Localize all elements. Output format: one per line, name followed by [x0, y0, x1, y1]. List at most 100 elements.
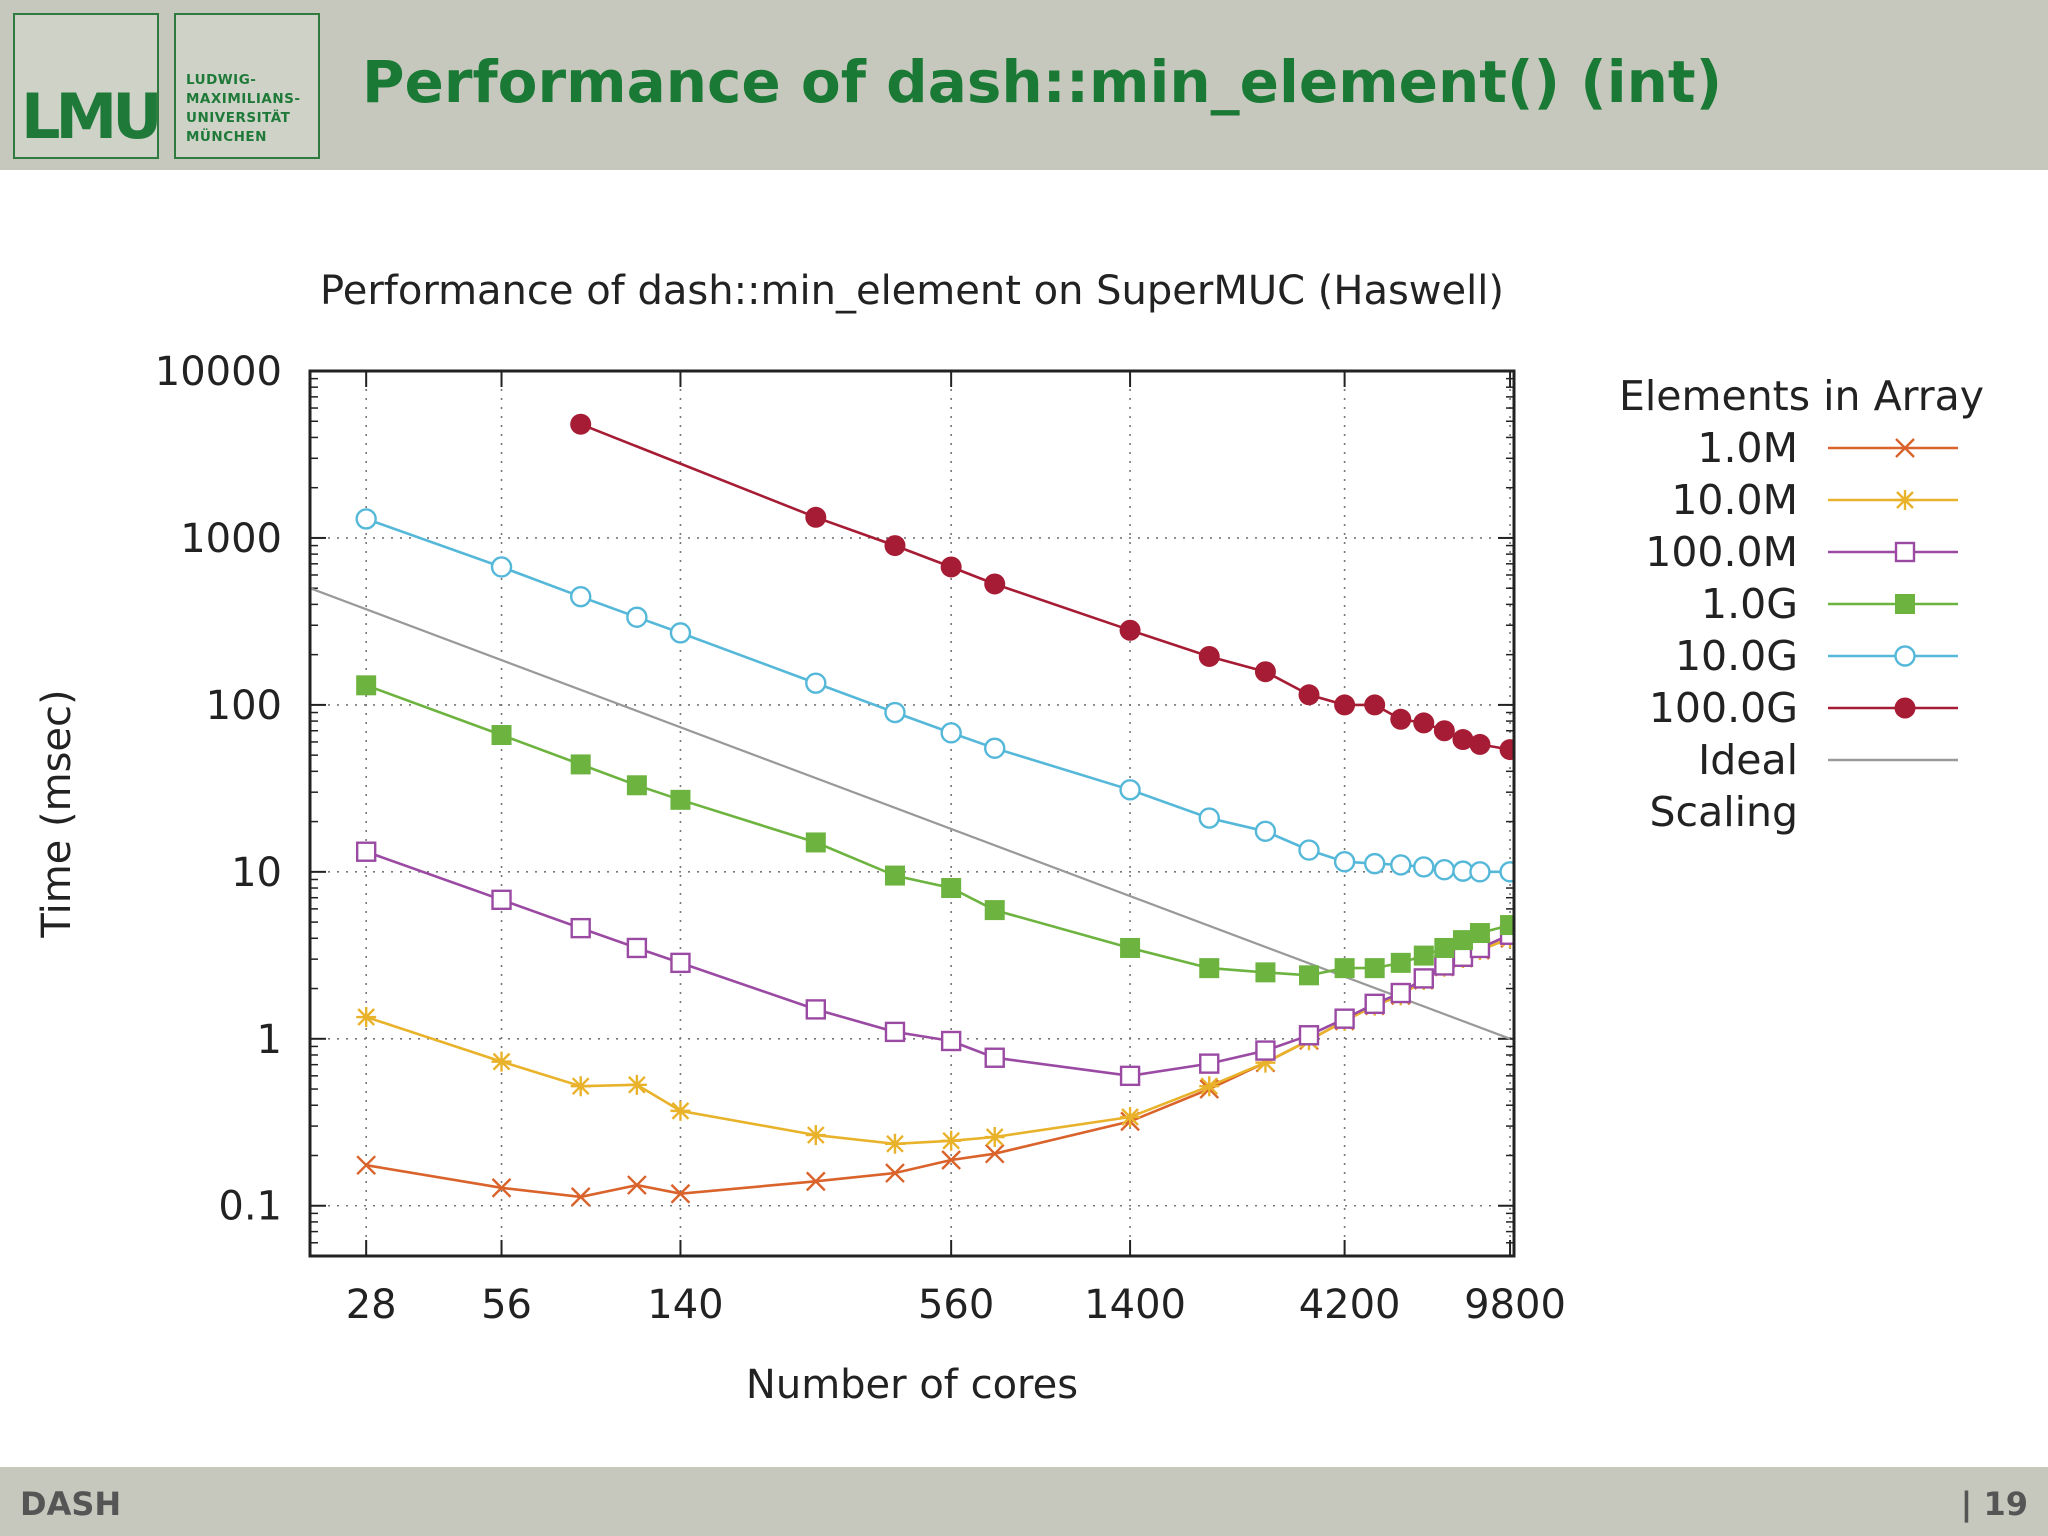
data-point: [626, 1074, 647, 1095]
logo-name-line: UNIVERSITÄT: [186, 110, 291, 126]
data-point: [1390, 982, 1411, 1004]
data-point: [1894, 541, 1916, 563]
data-point: [1199, 958, 1220, 979]
data-point: [805, 1171, 826, 1192]
data-point: [670, 1100, 691, 1121]
data-point: [984, 1143, 1005, 1164]
y-tick-label: 100: [206, 683, 282, 729]
data-point: [805, 672, 827, 694]
data-point: [356, 1155, 377, 1176]
legend-label: Ideal: [1698, 736, 1798, 784]
data-point: [1119, 779, 1141, 801]
data-point: [1499, 739, 1514, 761]
series-1-0g: [356, 675, 1514, 986]
data-point: [570, 754, 591, 775]
slide-footer: DASH | 19: [0, 1467, 2048, 1536]
y-tick-label: 10: [231, 850, 282, 896]
data-point: [941, 878, 962, 899]
data-point: [1254, 820, 1277, 842]
data-point: [491, 1051, 512, 1072]
x-tick-label: 4200: [1299, 1282, 1401, 1328]
legend-label: 10.0G: [1675, 632, 1798, 680]
data-point: [570, 917, 591, 939]
data-point: [1364, 852, 1386, 875]
data-point: [984, 1127, 1005, 1148]
x-tick-label: 140: [647, 1282, 723, 1328]
y-tick-label: 1000: [180, 516, 282, 562]
data-point: [805, 832, 826, 853]
data-point: [1364, 993, 1385, 1015]
data-point: [884, 1133, 905, 1154]
data-point: [1334, 958, 1355, 979]
data-point: [805, 999, 827, 1020]
data-point: [1255, 1040, 1276, 1061]
series-ideal-scaling: [310, 587, 1511, 1040]
legend-label: Scaling: [1650, 788, 1799, 836]
data-point: [491, 725, 512, 746]
data-point: [1894, 645, 1916, 667]
data-point: [570, 1076, 591, 1097]
data-point: [940, 1030, 962, 1052]
data-point: [885, 1163, 905, 1183]
university-name-logo: LUDWIG- MAXIMILIANS- UNIVERSITÄT MÜNCHEN: [174, 13, 320, 159]
data-point: [670, 1183, 691, 1204]
data-point: [984, 1047, 1005, 1068]
data-point: [626, 937, 648, 959]
data-point: [355, 841, 377, 862]
x-tick-label: 9800: [1464, 1282, 1566, 1328]
data-point: [1254, 661, 1276, 683]
data-point: [1119, 1065, 1141, 1087]
data-point: [570, 413, 592, 435]
data-point: [1433, 720, 1455, 742]
data-point: [984, 573, 1006, 595]
data-point: [1413, 856, 1435, 878]
logo-name-line: MÜNCHEN: [186, 129, 267, 145]
data-point: [941, 1150, 962, 1170]
data-point: [570, 585, 592, 608]
data-point: [1120, 937, 1141, 958]
data-point: [884, 701, 906, 724]
data-point: [1199, 1053, 1220, 1074]
data-point: [1334, 694, 1356, 716]
data-point: [805, 506, 827, 528]
data-point: [1298, 684, 1320, 706]
y-axis-label: Time (msec): [34, 689, 80, 938]
data-point: [884, 535, 906, 557]
x-tick-label: 560: [918, 1282, 994, 1328]
data-point: [1119, 619, 1141, 641]
data-point: [491, 1177, 512, 1198]
lmu-logo: LMU: [13, 13, 163, 159]
data-point: [1500, 915, 1514, 936]
data-point: [1434, 955, 1455, 976]
data-point: [1434, 937, 1455, 958]
data-point: [570, 1187, 591, 1207]
data-point: [356, 1007, 377, 1028]
data-point: [1199, 1076, 1220, 1097]
y-tick-label: 10000: [155, 349, 282, 395]
slide-header: LMU LUDWIG- MAXIMILIANS- UNIVERSITÄT MÜN…: [0, 0, 2048, 170]
data-point: [626, 775, 647, 796]
data-point: [1469, 733, 1491, 755]
data-point: [1452, 930, 1473, 951]
series-100-0m: [355, 841, 1514, 1087]
data-point: [669, 622, 692, 644]
plot-frame: [308, 369, 1516, 1258]
data-point: [1413, 968, 1434, 989]
data-point: [490, 556, 513, 578]
data-point: [670, 789, 691, 810]
footer-label: DASH: [20, 1485, 122, 1523]
data-point: [1469, 861, 1491, 883]
logo-name-line: MAXIMILIANS-: [186, 91, 301, 107]
page-number: | 19: [1960, 1485, 2028, 1523]
data-point: [356, 675, 377, 696]
data-point: [1364, 694, 1386, 716]
data-point: [491, 889, 512, 911]
slide-title: Performance of dash::min_element() (int): [362, 48, 1723, 116]
data-point: [1433, 859, 1456, 881]
data-point: [1390, 708, 1412, 730]
data-point: [1895, 594, 1915, 614]
data-point: [1469, 923, 1490, 944]
data-point: [1299, 965, 1320, 986]
data-point: [1198, 807, 1220, 829]
